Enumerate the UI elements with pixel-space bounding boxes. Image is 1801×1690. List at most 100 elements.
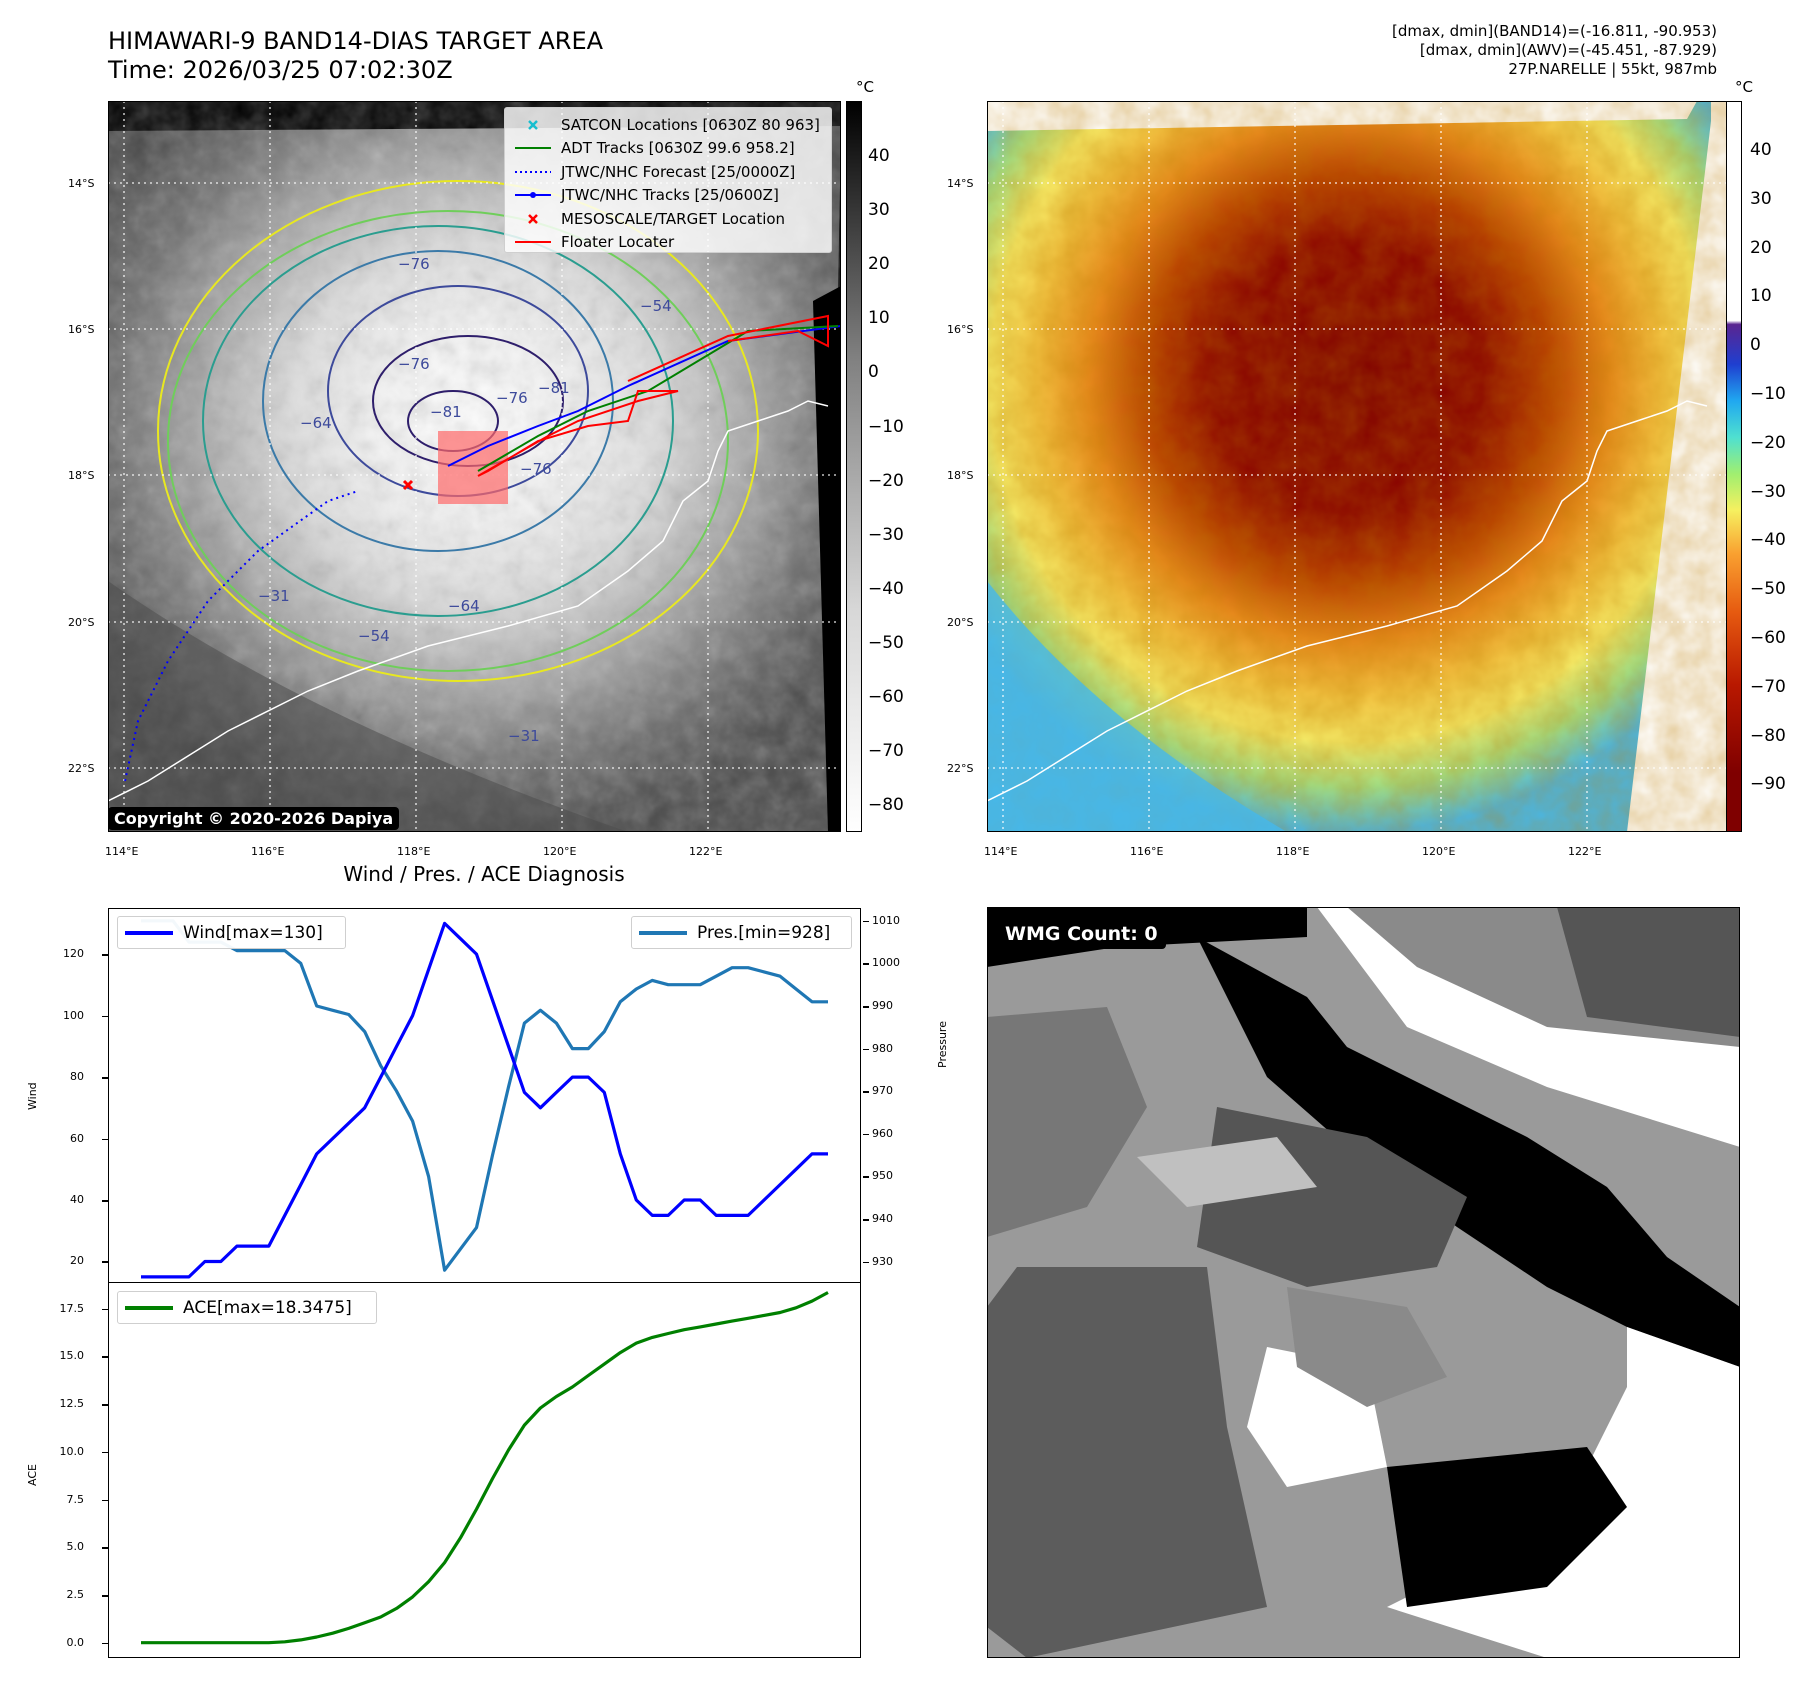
axis-tick-mark xyxy=(102,1642,108,1645)
colorbar-tick-label: −40 xyxy=(868,578,904,599)
mesoscale-x-icon xyxy=(528,213,538,224)
axis-tick-mark xyxy=(102,954,108,956)
axis-tick-mark xyxy=(102,1077,108,1079)
colorbar-tick-label: −90 xyxy=(1750,774,1786,795)
axis-tick-mark xyxy=(102,1200,108,1202)
adt-line-icon xyxy=(515,147,551,150)
ace-frame xyxy=(108,1282,861,1658)
colorbar-tick-label: 40 xyxy=(868,146,890,166)
pressure-line-icon xyxy=(639,930,687,935)
contour-label: −64 xyxy=(300,414,332,432)
lon-label: 116°E xyxy=(251,845,285,858)
lat-label: 16°S xyxy=(947,323,974,336)
lat-label: 20°S xyxy=(947,616,974,629)
wmg-count-label: WMG Count: 0 xyxy=(997,919,1166,949)
legend-entry-forecast: JTWC/NHC Forecast [25/0000Z] xyxy=(513,160,823,184)
lon-label: 122°E xyxy=(1568,845,1602,858)
axis-tick-mark xyxy=(102,1499,108,1502)
colorbar-tick-label: 20 xyxy=(1750,237,1772,258)
axis-tick-label: 20 xyxy=(70,1254,84,1268)
legend-label: SATCON Locations [0630Z 80 963] xyxy=(561,115,820,134)
colorbar-tick-label: −60 xyxy=(1750,628,1786,648)
axis-tick-mark xyxy=(863,920,869,923)
colorbar-tick-label: 40 xyxy=(1750,140,1772,160)
colorbar-tick-label: −20 xyxy=(868,470,904,491)
ace-axis-label: ACE xyxy=(26,1464,39,1486)
axis-tick-mark xyxy=(102,1451,108,1454)
axis-tick-label: 10.0 xyxy=(59,1444,85,1458)
series-line xyxy=(141,919,828,1272)
axis-tick-mark xyxy=(863,1091,869,1093)
colorbar-tick-label: 30 xyxy=(868,200,890,221)
axis-tick-label: 960 xyxy=(872,1126,893,1140)
legend-entry-mesoscale: MESOSCALE/TARGET Location xyxy=(513,207,823,231)
lon-label: 118°E xyxy=(397,845,431,858)
diagnosis-title: Wind / Pres. / ACE Diagnosis xyxy=(343,862,625,886)
series-line xyxy=(141,921,828,1279)
legend-label: Floater Locater xyxy=(561,233,675,252)
axis-tick-label: 7.5 xyxy=(66,1492,85,1506)
contour-label: −54 xyxy=(640,297,672,315)
legend-entry-floater: Floater Locater xyxy=(513,231,823,255)
ace-legend-label: ACE[max=18.3475] xyxy=(183,1297,352,1318)
figure-title: HIMAWARI-9 BAND14-DIAS TARGET AREA Time:… xyxy=(108,27,603,85)
lon-label: 120°E xyxy=(1422,845,1456,858)
axis-tick-mark xyxy=(102,1595,108,1597)
axis-tick-mark xyxy=(863,1133,869,1136)
colorbar-tick-label: 0 xyxy=(1750,335,1761,356)
wind-pressure-plot xyxy=(141,919,828,1279)
contour-label: −31 xyxy=(258,587,290,605)
axis-tick-label: 980 xyxy=(872,1041,893,1055)
info-line-1: [dmax, dmin](BAND14)=(-16.811, -90.953) xyxy=(1392,22,1717,40)
info-line-3: 27P.NARELLE | 55kt, 987mb xyxy=(1508,60,1717,78)
awv-colorbar xyxy=(1726,101,1742,832)
colorbar-tick-label: −80 xyxy=(868,795,904,816)
lat-label: 22°S xyxy=(68,762,95,775)
ir-legend: SATCON Locations [0630Z 80 963] ADT Trac… xyxy=(504,107,832,253)
axis-tick-label: 950 xyxy=(872,1169,893,1183)
lat-label: 22°S xyxy=(947,762,974,775)
axis-tick-mark xyxy=(102,1356,108,1358)
floater-line-icon xyxy=(515,241,551,244)
satcon-x-icon xyxy=(528,119,538,130)
contour-label: −76 xyxy=(398,255,430,273)
pressure-legend-label: Pres.[min=928] xyxy=(697,922,831,943)
axis-tick-label: 40 xyxy=(70,1193,84,1206)
legend-label: ADT Tracks [0630Z 99.6 958.2] xyxy=(561,139,795,158)
wind-legend: Wind[max=130] xyxy=(117,916,346,949)
colorbar-tick-label: −70 xyxy=(1750,676,1786,697)
axis-tick-label: 990 xyxy=(872,999,893,1012)
awv-colorbar-unit: °C xyxy=(1735,78,1753,96)
axis-tick-mark xyxy=(863,1176,869,1178)
axis-tick-mark xyxy=(863,1261,869,1264)
colorbar-tick-label: 30 xyxy=(1750,188,1772,209)
axis-tick-label: 2.5 xyxy=(66,1588,85,1601)
axis-tick-label: 0.0 xyxy=(66,1635,85,1649)
axis-tick-label: 17.5 xyxy=(59,1301,85,1315)
axis-tick-label: 5.0 xyxy=(66,1540,85,1554)
colorbar-tick-label: −60 xyxy=(868,687,904,707)
colorbar-tick-label: −30 xyxy=(1750,481,1786,502)
axis-tick-mark xyxy=(102,1261,108,1263)
legend-label: JTWC/NHC Tracks [25/0600Z] xyxy=(561,186,779,205)
title-line-2: Time: 2026/03/25 07:02:30Z xyxy=(108,56,453,84)
ace-plot xyxy=(141,1291,829,1645)
contour-label: −81 xyxy=(538,379,570,397)
colorbar-tick-label: −50 xyxy=(868,632,904,653)
contour-label: −31 xyxy=(508,727,540,745)
axis-tick-label: 15.0 xyxy=(59,1349,85,1363)
ace-line-icon xyxy=(125,1305,173,1310)
axis-tick-mark xyxy=(863,1006,869,1008)
lon-label: 122°E xyxy=(689,845,723,858)
wind-legend-label: Wind[max=130] xyxy=(183,922,323,943)
wind-pressure-frame xyxy=(108,908,861,1283)
axis-tick-label: 80 xyxy=(70,1070,84,1084)
lon-label: 114°E xyxy=(984,845,1018,858)
axis-tick-mark xyxy=(863,1048,869,1051)
colorbar-tick-label: −50 xyxy=(1750,579,1786,600)
colorbar-tick-label: −70 xyxy=(868,741,904,762)
wmg-image xyxy=(987,907,1740,1658)
axis-tick-mark xyxy=(102,1547,108,1549)
legend-entry-tracks: JTWC/NHC Tracks [25/0600Z] xyxy=(513,184,823,208)
axis-tick-label: 970 xyxy=(872,1084,893,1098)
